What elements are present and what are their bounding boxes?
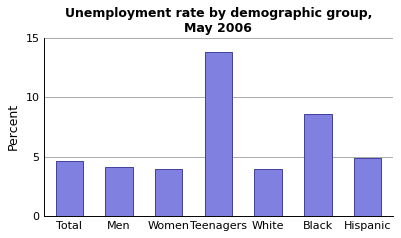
Bar (354, 158, 381, 216)
Y-axis label: Percent: Percent (7, 103, 20, 150)
Bar (56, 161, 83, 216)
Bar (205, 52, 232, 216)
Bar (105, 167, 133, 216)
Bar (304, 114, 332, 216)
Bar (155, 169, 182, 216)
Bar (255, 169, 282, 216)
Title: Unemployment rate by demographic group,
May 2006: Unemployment rate by demographic group, … (65, 7, 372, 35)
